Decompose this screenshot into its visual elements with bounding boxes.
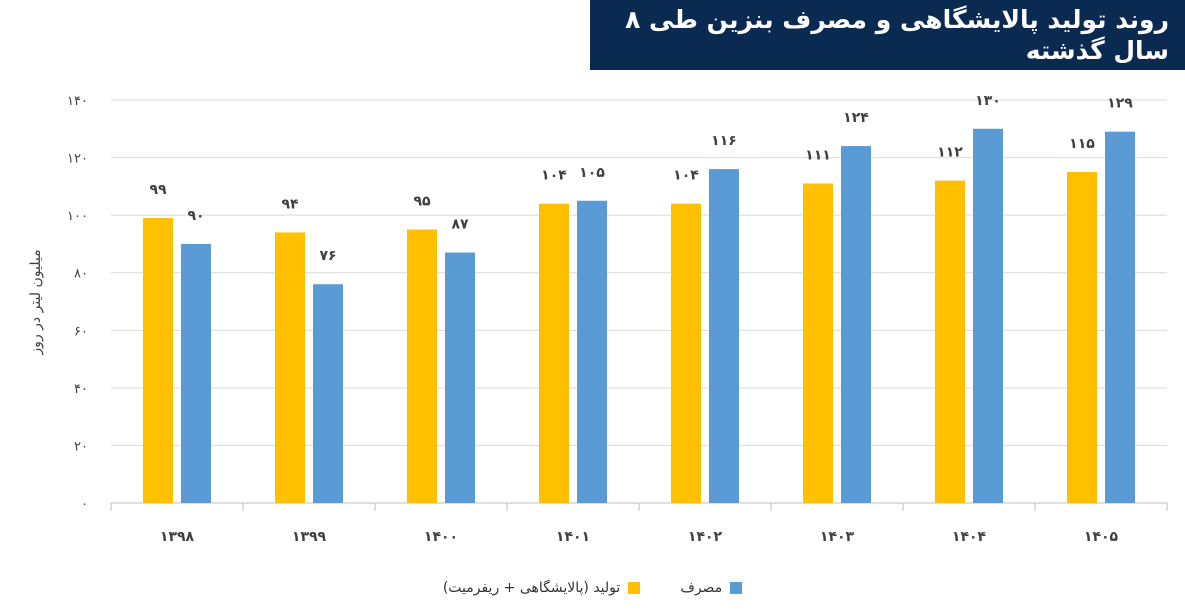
bar-production xyxy=(1067,171,1097,503)
y-tick-label: ۱۰۰ xyxy=(67,209,88,224)
x-tick-label: ۱۴۰۳ xyxy=(820,529,855,545)
data-label-consumption: ۱۲۹ xyxy=(1107,96,1133,112)
chart-title-banner: روند تولید پالایشگاهی و مصرف بنزین طی ۸ … xyxy=(590,0,1185,70)
x-tick-label: ۱۴۰۲ xyxy=(688,529,723,545)
data-label-production: ۹۴ xyxy=(281,196,299,212)
bar-consumption xyxy=(1105,131,1135,503)
x-tick-label: ۱۴۰۴ xyxy=(952,529,987,545)
x-tick-label: ۱۴۰۵ xyxy=(1084,529,1119,545)
bar-production xyxy=(803,183,833,503)
x-tick-label: ۱۴۰۰ xyxy=(424,529,458,545)
y-tick-label: ۶۰ xyxy=(74,324,88,339)
bar-production xyxy=(275,232,305,503)
bar-production xyxy=(935,180,965,503)
y-tick-label: ۲۰ xyxy=(74,439,88,454)
x-tick-label: ۱۳۹۹ xyxy=(292,529,327,545)
y-axis-label: میلیون لیتر در روز xyxy=(28,249,44,355)
data-label-production: ۱۰۴ xyxy=(541,168,567,184)
bar-production xyxy=(671,203,701,503)
data-label-production: ۱۱۲ xyxy=(937,145,963,161)
legend-label-production: تولید (پالایشگاهی + ریفرمیت) xyxy=(442,580,621,596)
bar-consumption xyxy=(445,252,475,503)
data-label-production: ۱۰۴ xyxy=(673,168,699,184)
bar-consumption xyxy=(709,169,739,504)
data-label-production: ۱۱۵ xyxy=(1069,136,1095,152)
data-label-production: ۹۹ xyxy=(149,182,167,198)
legend-swatch-consumption xyxy=(730,582,743,594)
bar-consumption xyxy=(973,128,1003,504)
data-label-consumption: ۱۲۴ xyxy=(843,110,869,126)
bar-consumption xyxy=(841,146,871,504)
legend-label-consumption: مصرف xyxy=(680,580,723,596)
y-tick-label: ۴۰ xyxy=(74,382,88,397)
y-tick-label: ۰ xyxy=(81,497,88,512)
bar-chart: ۰ ۲۰ ۴۰ ۶۰ ۸۰ ۱۰۰ ۱۲۰ ۱۴۰ میلیون لیتر در روز ۹۹ ۹۰… xyxy=(28,93,1168,545)
data-label-production: ۱۱۱ xyxy=(805,147,831,163)
bar-production xyxy=(407,229,437,504)
bar-consumption xyxy=(577,200,607,503)
y-tick-label: ۱۲۰ xyxy=(67,152,88,167)
bar-production xyxy=(143,218,173,503)
data-label-consumption: ۱۳۰ xyxy=(975,93,1001,109)
legend-swatch-production xyxy=(628,582,641,594)
bar-production xyxy=(539,203,569,503)
chart-legend: مصرف تولید (پالایشگاهی + ریفرمیت) xyxy=(0,575,1185,601)
bar-consumption xyxy=(313,284,343,503)
x-tick-label: ۱۳۹۸ xyxy=(160,529,195,545)
chart-title: روند تولید پالایشگاهی و مصرف بنزین طی ۸ … xyxy=(625,5,1169,65)
y-tick-label: ۱۴۰ xyxy=(67,94,88,109)
y-tick-label: ۸۰ xyxy=(74,267,88,282)
legend-item-production: تولید (پالایشگاهی + ریفرمیت) xyxy=(443,580,641,596)
bar-consumption xyxy=(181,243,211,503)
data-label-consumption: ۱۱۶ xyxy=(711,133,737,149)
data-label-consumption: ۷۶ xyxy=(319,248,336,264)
data-label-consumption: ۸۷ xyxy=(451,217,469,233)
x-tick-label: ۱۴۰۱ xyxy=(556,529,590,545)
data-label-consumption: ۱۰۵ xyxy=(579,165,605,181)
legend-item-consumption: مصرف xyxy=(680,580,743,596)
data-label-production: ۹۵ xyxy=(413,194,431,210)
data-label-consumption: ۹۰ xyxy=(187,208,204,224)
